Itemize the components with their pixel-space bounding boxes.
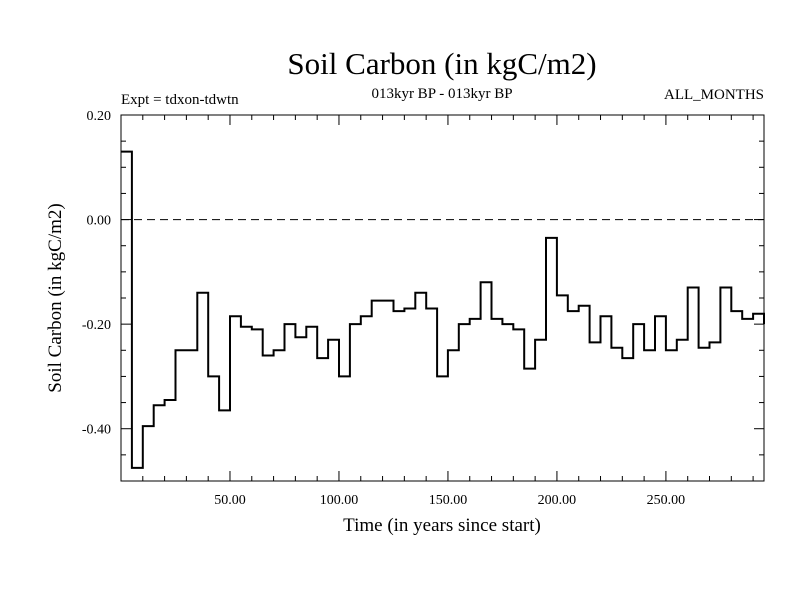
x-tick-label: 150.00 xyxy=(429,493,468,508)
chart-title: Soil Carbon (in kgC/m2) xyxy=(287,46,596,81)
y-tick-label: -0.40 xyxy=(82,423,111,438)
chart-subtitle: 013kyr BP - 013kyr BP xyxy=(371,86,512,102)
x-axis-label: Time (in years since start) xyxy=(343,515,541,536)
x-tick-label: 200.00 xyxy=(538,493,577,508)
x-tick-label: 100.00 xyxy=(320,493,359,508)
y-tick-label: 0.20 xyxy=(87,109,112,124)
x-tick-label: 250.00 xyxy=(647,493,686,508)
plot-frame xyxy=(120,114,765,482)
y-axis-label: Soil Carbon (in kgC/m2) xyxy=(45,203,66,392)
experiment-label: Expt = tdxon-tdwtn xyxy=(121,92,239,108)
series-layer xyxy=(121,150,765,469)
x-tick-labels: 50.00 100.00 150.00 200.00 250.00 xyxy=(214,493,685,508)
period-label: ALL_MONTHS xyxy=(664,87,764,103)
y-tick-labels: -0.40 -0.20 0.00 0.20 xyxy=(82,109,111,438)
tick-layer xyxy=(121,114,764,482)
y-tick-label: 0.00 xyxy=(87,214,112,229)
x-tick-label: 50.00 xyxy=(214,493,246,508)
series-line-0 xyxy=(121,150,765,469)
y-tick-label: -0.20 xyxy=(82,318,111,333)
